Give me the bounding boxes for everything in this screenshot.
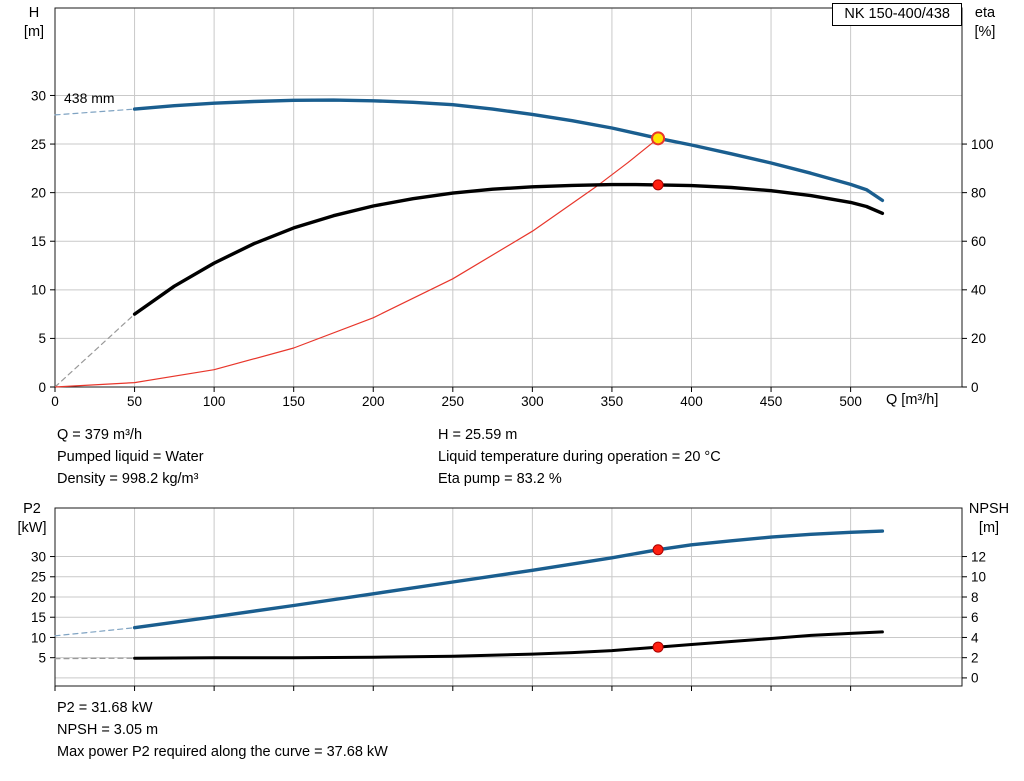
eta-axis-unit: [%]	[974, 24, 996, 40]
eta-axis-label: eta [%]	[960, 4, 1010, 42]
y-left-tick-label: 15	[31, 610, 46, 625]
x-tick-label: 150	[282, 394, 305, 409]
info-max-power: Max power P2 required along the curve = …	[57, 744, 388, 760]
y-left-tick-label: 10	[31, 283, 46, 298]
p2-curve-dashed-extension	[54, 627, 136, 637]
impeller-diameter-text: 438 mm	[64, 90, 115, 106]
y-left-tick-label: 25	[31, 570, 46, 585]
y-right-tick-label: 80	[971, 185, 986, 200]
x-tick-label: 50	[127, 394, 142, 409]
x-tick-label: 400	[680, 394, 703, 409]
y-left-tick-label: 15	[31, 234, 46, 249]
x-tick-label: 350	[601, 394, 624, 409]
y-right-tick-label: 20	[971, 331, 986, 346]
y-right-tick-label: 0	[971, 671, 979, 686]
system-curve	[54, 137, 659, 388]
head-curve-dashed-extension	[54, 108, 136, 116]
duty-point-eta	[652, 179, 664, 191]
pump-model-label: NK 150-400/438	[844, 6, 950, 22]
pump-model-box: NK 150-400/438	[832, 3, 962, 26]
duty-point-npsh	[652, 641, 664, 653]
y-left-tick-label: 20	[31, 590, 46, 605]
eta-axis-symbol: eta	[974, 5, 996, 21]
y-left-tick-label: 5	[38, 331, 46, 346]
y-right-tick-label: 0	[971, 380, 979, 395]
y-right-tick-label: 4	[971, 630, 979, 645]
y-left-tick-label: 20	[31, 185, 46, 200]
q-axis-label: Q [m³/h]	[886, 392, 939, 408]
duty-info-left: Q = 379 m³/h Pumped liquid = Water Densi…	[57, 424, 204, 490]
y-right-tick-label: 60	[971, 234, 986, 249]
y-left-tick-label: 30	[31, 549, 46, 564]
y-right-tick-label: 8	[971, 590, 979, 605]
eta-curve	[132, 182, 885, 316]
plot-border	[54, 7, 963, 388]
x-tick-label: 100	[203, 394, 226, 409]
info-p2: P2 = 31.68 kW	[57, 700, 153, 716]
info-eta-pump: Eta pump = 83.2 %	[438, 471, 562, 487]
npsh-axis-label: NPSH [m]	[960, 500, 1018, 538]
duty-info-right: H = 25.59 m Liquid temperature during op…	[438, 424, 721, 490]
x-tick-label: 0	[51, 394, 59, 409]
x-tick-label: 300	[521, 394, 544, 409]
x-tick-label: 450	[760, 394, 783, 409]
info-npsh: NPSH = 3.05 m	[57, 722, 159, 738]
x-tick-label: 250	[442, 394, 465, 409]
y-right-tick-label: 100	[971, 137, 994, 152]
p2-axis-unit: [kW]	[17, 520, 47, 536]
p2-curve	[132, 529, 885, 630]
y-left-tick-label: 25	[31, 137, 46, 152]
y-right-tick-label: 10	[971, 570, 986, 585]
x-tick-label: 200	[362, 394, 385, 409]
p2-axis-symbol: P2	[23, 501, 41, 517]
info-flow: Q = 379 m³/h	[57, 427, 143, 443]
h-axis-label: H [m]	[12, 4, 56, 42]
info-pumped-liquid: Pumped liquid = Water	[57, 449, 204, 465]
duty-point-p2	[652, 544, 664, 556]
h-axis-symbol: H	[28, 5, 40, 21]
eta-curve-dashed-extension	[54, 313, 136, 388]
npsh-axis-unit: [m]	[978, 520, 1000, 536]
y-left-tick-label: 5	[38, 650, 46, 665]
y-right-tick-label: 40	[971, 283, 986, 298]
npsh-curve	[133, 630, 884, 660]
y-right-tick-label: 2	[971, 650, 979, 665]
info-liquid-temperature: Liquid temperature during operation = 20…	[438, 449, 721, 465]
y-left-tick-label: 0	[38, 380, 46, 395]
y-right-tick-label: 6	[971, 610, 979, 625]
y-right-tick-label: 12	[971, 549, 986, 564]
info-head: H = 25.59 m	[438, 427, 518, 443]
impeller-diameter-label: 438 mm	[64, 90, 115, 106]
npsh-axis-symbol: NPSH	[968, 501, 1010, 517]
p2-npsh-chart: 5 10 15 20 25 30 0 2 4 6 8 10 12	[31, 507, 986, 691]
y-left-tick-label: 10	[31, 630, 46, 645]
head-curve	[132, 98, 885, 203]
result-info: P2 = 31.68 kW NPSH = 3.05 m Max power P2…	[57, 697, 388, 763]
info-density: Density = 998.2 kg/m³	[57, 471, 199, 487]
npsh-curve-dashed-extension	[54, 657, 136, 660]
p2-axis-label: P2 [kW]	[8, 500, 56, 538]
duty-point-head	[651, 131, 666, 146]
y-left-tick-label: 30	[31, 88, 46, 103]
x-tick-label: 500	[839, 394, 862, 409]
h-axis-unit: [m]	[23, 24, 45, 40]
